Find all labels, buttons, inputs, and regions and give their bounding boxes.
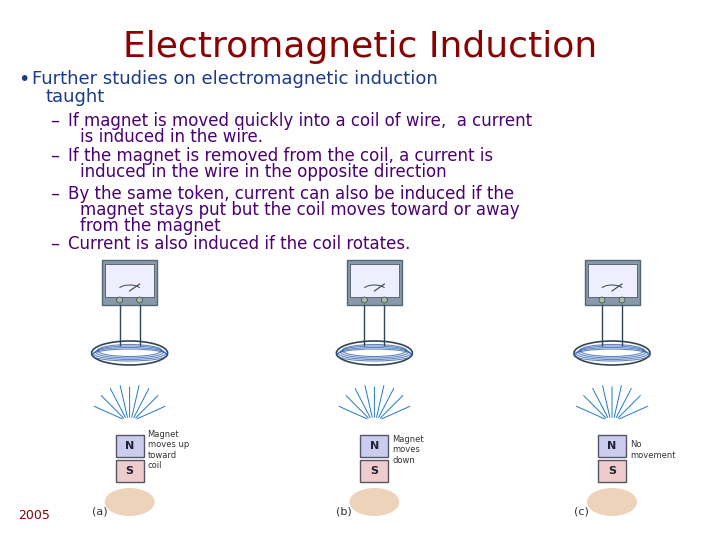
FancyBboxPatch shape	[588, 264, 636, 297]
Text: –: –	[50, 185, 59, 203]
Text: (b): (b)	[336, 506, 352, 516]
Text: (c): (c)	[574, 506, 589, 516]
Text: N: N	[608, 441, 616, 451]
Text: Magnet
moves up
toward
coil: Magnet moves up toward coil	[148, 430, 189, 470]
Circle shape	[599, 297, 605, 303]
FancyBboxPatch shape	[361, 435, 388, 457]
Circle shape	[361, 297, 367, 303]
Circle shape	[117, 297, 122, 303]
FancyBboxPatch shape	[598, 435, 626, 457]
Text: taught: taught	[46, 88, 105, 106]
Text: Electromagnetic Induction: Electromagnetic Induction	[123, 30, 597, 64]
Text: •: •	[18, 70, 30, 89]
FancyBboxPatch shape	[350, 264, 399, 297]
Circle shape	[382, 297, 387, 303]
Text: from the magnet: from the magnet	[80, 217, 220, 235]
Text: Magnet
moves
down: Magnet moves down	[392, 435, 424, 465]
FancyBboxPatch shape	[361, 460, 388, 482]
FancyBboxPatch shape	[116, 435, 143, 457]
FancyBboxPatch shape	[347, 260, 402, 305]
Text: If magnet is moved quickly into a coil of wire,  a current: If magnet is moved quickly into a coil o…	[68, 112, 532, 130]
Ellipse shape	[587, 488, 637, 516]
Text: –: –	[50, 147, 59, 165]
Text: No
movement: No movement	[630, 440, 675, 460]
Text: induced in the wire in the opposite direction: induced in the wire in the opposite dire…	[80, 163, 446, 181]
FancyBboxPatch shape	[598, 460, 626, 482]
Text: By the same token, current can also be induced if the: By the same token, current can also be i…	[68, 185, 514, 203]
Text: Current is also induced if the coil rotates.: Current is also induced if the coil rota…	[68, 235, 410, 253]
Text: is induced in the wire.: is induced in the wire.	[80, 128, 263, 146]
Text: If the magnet is removed from the coil, a current is: If the magnet is removed from the coil, …	[68, 147, 493, 165]
Text: S: S	[370, 466, 379, 476]
Circle shape	[137, 297, 143, 303]
Text: N: N	[125, 441, 134, 451]
Text: N: N	[370, 441, 379, 451]
Text: –: –	[50, 235, 59, 253]
FancyBboxPatch shape	[102, 260, 157, 305]
Text: 2005: 2005	[18, 509, 50, 522]
Ellipse shape	[349, 488, 400, 516]
Text: S: S	[608, 466, 616, 476]
FancyBboxPatch shape	[116, 460, 143, 482]
Circle shape	[619, 297, 625, 303]
Ellipse shape	[104, 488, 155, 516]
Text: S: S	[125, 466, 134, 476]
FancyBboxPatch shape	[105, 264, 154, 297]
Text: magnet stays put but the coil moves toward or away: magnet stays put but the coil moves towa…	[80, 201, 520, 219]
Text: Further studies on electromagnetic induction: Further studies on electromagnetic induc…	[32, 70, 438, 88]
Text: –: –	[50, 112, 59, 130]
FancyBboxPatch shape	[585, 260, 639, 305]
Text: (a): (a)	[91, 506, 107, 516]
